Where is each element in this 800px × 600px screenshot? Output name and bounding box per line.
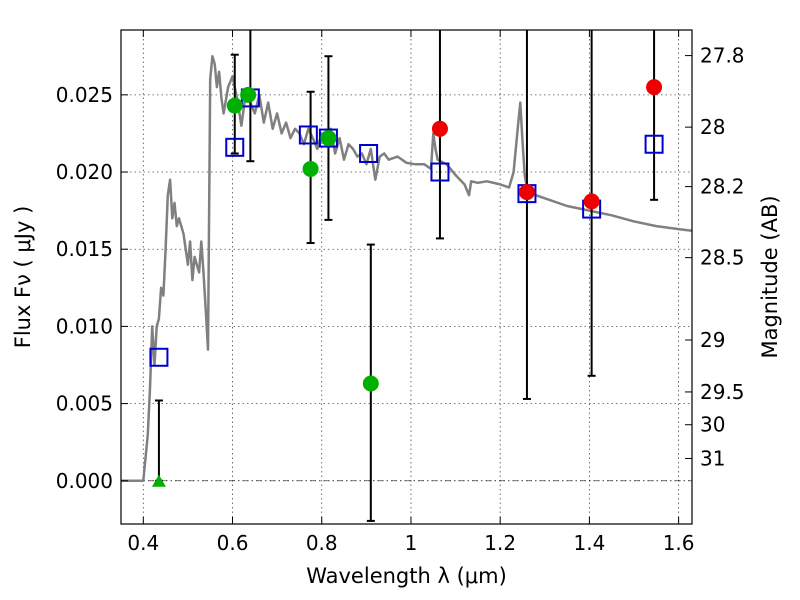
x-tick-label: 0.4 bbox=[127, 531, 159, 555]
plot-frame bbox=[120, 29, 693, 525]
model-square-marker bbox=[225, 137, 245, 157]
red-circle-marker bbox=[646, 79, 663, 96]
x-tick-label: 1 bbox=[405, 531, 418, 555]
green-circle-marker bbox=[240, 86, 257, 103]
model-square-marker bbox=[644, 134, 664, 154]
y-axis-label: Flux Fν ( μJy ) bbox=[11, 206, 35, 349]
magnitude-tick-label: 29 bbox=[700, 328, 725, 352]
red-circle-marker bbox=[431, 120, 448, 137]
magnitude-tick-label: 28.2 bbox=[700, 175, 745, 199]
upper-limit-triangle-marker bbox=[151, 474, 166, 487]
magnitude-tick-label: 28.5 bbox=[700, 246, 745, 270]
magnitude-tick-label: 27.8 bbox=[700, 44, 745, 68]
magnitude-tick-label: 28 bbox=[700, 115, 725, 139]
magnitude-axis-ticks: 27.8 28 28.2 28.5 29 29.5 30 31 bbox=[685, 44, 745, 470]
x-tick-label: 1.4 bbox=[573, 531, 605, 555]
magnitude-tick-label: 30 bbox=[700, 413, 725, 437]
y-axis-ticks: 0.000 0.005 0.010 0.015 0.020 0.025 bbox=[56, 83, 128, 493]
magnitude-tick-label: 31 bbox=[700, 446, 725, 470]
model-square-marker bbox=[430, 162, 450, 182]
red-circle-marker bbox=[583, 193, 600, 210]
x-axis-label: Wavelength λ (μm) bbox=[306, 564, 507, 588]
x-tick-label: 1.6 bbox=[663, 531, 695, 555]
magnitude-axis-label: Magnitude (AB) bbox=[758, 195, 782, 358]
y-tick-label: 0.005 bbox=[56, 392, 113, 416]
model-square-marker bbox=[298, 125, 318, 145]
model-square-marker bbox=[149, 347, 169, 367]
x-tick-label: 0.8 bbox=[306, 531, 338, 555]
green-circle-marker bbox=[320, 130, 337, 147]
y-tick-label: 0.020 bbox=[56, 160, 113, 184]
magnitude-tick-label: 29.5 bbox=[700, 380, 745, 404]
green-circle-marker bbox=[302, 160, 319, 177]
x-tick-label: 1.2 bbox=[484, 531, 516, 555]
model-square-marker bbox=[318, 128, 338, 148]
x-axis-ticks: 0.4 0.6 0.8 1 1.2 1.4 1.6 bbox=[127, 30, 695, 555]
green-circle-marker bbox=[226, 97, 243, 114]
y-tick-label: 0.010 bbox=[56, 314, 113, 338]
y-tick-label: 0.025 bbox=[56, 83, 113, 107]
green-circle-marker bbox=[362, 375, 379, 392]
y-tick-label: 0.015 bbox=[56, 237, 113, 261]
y-tick-label: 0.000 bbox=[56, 469, 113, 493]
model-square-marker bbox=[359, 144, 379, 163]
x-tick-label: 0.6 bbox=[217, 531, 249, 555]
data-markers bbox=[149, 79, 664, 487]
red-circle-marker bbox=[518, 184, 535, 201]
